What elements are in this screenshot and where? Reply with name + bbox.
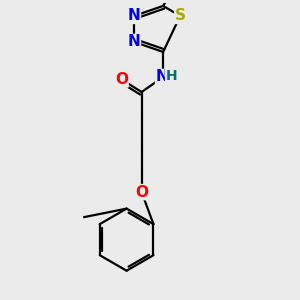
Text: O: O	[135, 184, 148, 200]
Text: H: H	[166, 69, 177, 83]
Text: N: N	[128, 34, 140, 50]
Text: O: O	[115, 72, 128, 87]
Text: N: N	[156, 70, 168, 85]
Text: S: S	[175, 8, 186, 23]
Text: N: N	[128, 8, 140, 23]
